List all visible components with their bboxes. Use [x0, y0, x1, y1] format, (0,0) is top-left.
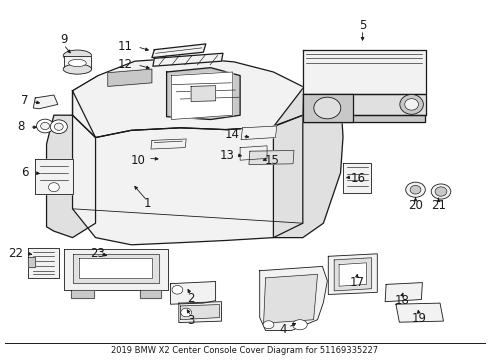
Ellipse shape — [50, 120, 67, 134]
Polygon shape — [108, 69, 152, 86]
Text: 20: 20 — [408, 199, 423, 212]
Text: 4: 4 — [279, 323, 287, 336]
Polygon shape — [167, 68, 240, 120]
Ellipse shape — [63, 64, 92, 74]
Ellipse shape — [69, 59, 86, 67]
Text: 11: 11 — [117, 40, 132, 53]
Polygon shape — [151, 139, 186, 149]
Text: 1: 1 — [143, 197, 151, 210]
Polygon shape — [303, 94, 353, 122]
Polygon shape — [273, 87, 343, 238]
Polygon shape — [172, 72, 233, 120]
Polygon shape — [303, 115, 425, 122]
Polygon shape — [240, 146, 267, 160]
Polygon shape — [140, 290, 161, 298]
Text: 10: 10 — [131, 154, 146, 167]
Polygon shape — [28, 248, 59, 278]
Polygon shape — [191, 86, 216, 102]
Ellipse shape — [49, 183, 59, 192]
Ellipse shape — [63, 50, 92, 62]
Polygon shape — [64, 249, 168, 290]
Polygon shape — [73, 58, 304, 138]
Ellipse shape — [41, 122, 49, 130]
Text: 5: 5 — [359, 19, 367, 32]
Polygon shape — [153, 53, 223, 66]
Text: 2019 BMW X2 Center Console Cover Diagram for 51169335227: 2019 BMW X2 Center Console Cover Diagram… — [111, 346, 379, 355]
Ellipse shape — [172, 285, 183, 294]
Text: 17: 17 — [349, 276, 364, 289]
Polygon shape — [152, 44, 206, 58]
Polygon shape — [179, 302, 221, 323]
Text: 8: 8 — [17, 120, 24, 132]
Ellipse shape — [263, 321, 274, 329]
Ellipse shape — [54, 123, 63, 130]
Polygon shape — [260, 266, 327, 330]
Polygon shape — [64, 56, 91, 69]
Text: 15: 15 — [265, 154, 279, 167]
Ellipse shape — [181, 308, 192, 317]
Ellipse shape — [400, 94, 423, 114]
Text: 9: 9 — [60, 33, 68, 46]
Polygon shape — [35, 159, 73, 194]
Text: 7: 7 — [21, 94, 28, 107]
Ellipse shape — [410, 185, 421, 194]
Polygon shape — [303, 50, 426, 94]
Polygon shape — [47, 115, 96, 238]
Text: 2: 2 — [187, 292, 195, 305]
Polygon shape — [334, 258, 371, 291]
Polygon shape — [385, 283, 422, 302]
Ellipse shape — [36, 119, 54, 133]
Text: 21: 21 — [431, 199, 446, 212]
Ellipse shape — [431, 184, 451, 199]
Ellipse shape — [314, 97, 341, 119]
Polygon shape — [180, 305, 220, 320]
Text: 14: 14 — [225, 129, 240, 141]
Text: 3: 3 — [187, 314, 195, 327]
Polygon shape — [249, 150, 294, 165]
Polygon shape — [303, 94, 426, 115]
Text: 12: 12 — [117, 58, 132, 71]
Polygon shape — [79, 258, 152, 278]
Polygon shape — [71, 290, 94, 298]
Polygon shape — [343, 163, 371, 193]
Text: 13: 13 — [220, 149, 234, 162]
Polygon shape — [171, 282, 216, 304]
Polygon shape — [73, 91, 303, 245]
Polygon shape — [396, 303, 443, 322]
Text: 16: 16 — [350, 172, 366, 185]
Text: 19: 19 — [412, 312, 426, 325]
Polygon shape — [28, 257, 35, 267]
Text: 23: 23 — [91, 247, 105, 260]
Polygon shape — [241, 126, 277, 140]
Polygon shape — [73, 254, 159, 283]
Ellipse shape — [406, 182, 425, 197]
Text: 18: 18 — [394, 294, 409, 307]
Polygon shape — [339, 263, 367, 286]
Polygon shape — [33, 95, 58, 109]
Ellipse shape — [435, 187, 447, 196]
Polygon shape — [328, 254, 377, 294]
Ellipse shape — [405, 99, 418, 110]
Text: 22: 22 — [8, 247, 24, 260]
Polygon shape — [264, 274, 318, 323]
Text: 6: 6 — [21, 166, 28, 179]
Ellipse shape — [293, 320, 307, 330]
